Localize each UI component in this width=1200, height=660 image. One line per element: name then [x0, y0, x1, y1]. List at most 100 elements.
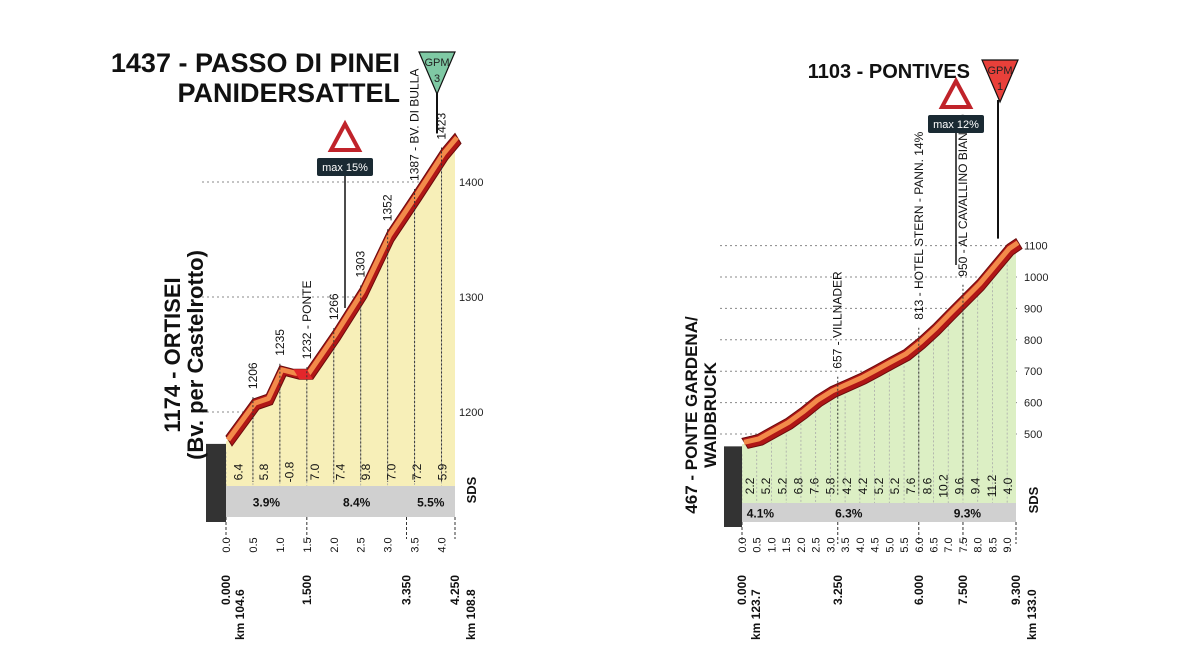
gradient-value: 6.8	[791, 477, 805, 494]
x-tick-label: 7.5	[958, 537, 970, 552]
gradient-value: 5.8	[257, 463, 271, 480]
gradient-value: 5.2	[775, 477, 789, 494]
x-tick-label: 3.0	[383, 537, 395, 552]
x-tick-label: 1.5	[302, 537, 314, 552]
y-tick-label: 1100	[1024, 241, 1048, 253]
sds-label: SDS	[1026, 486, 1041, 513]
gpm-label: GPM	[424, 57, 449, 69]
gradient-value: 7.0	[384, 463, 398, 480]
km-end-label: km 108.8	[464, 589, 478, 640]
split-marker-label: 0.000	[735, 575, 749, 605]
y-tick-label: 1400	[459, 177, 483, 189]
x-tick-label: 3.5	[410, 537, 422, 552]
x-tick-label: 4.0	[855, 537, 867, 552]
km-end-label: km 133.0	[1025, 589, 1039, 640]
x-tick-label: 9.0	[1002, 537, 1014, 552]
profile-side-wall	[724, 446, 742, 527]
point-label: 1387 - BV. DI BULLA	[408, 69, 422, 181]
segment-average: 5.5%	[417, 496, 445, 510]
gpm-category: 1	[997, 81, 1003, 93]
max-gradient-warning-icon	[938, 76, 974, 109]
gradient-value: 4.2	[840, 477, 854, 494]
gpm-badge-icon	[981, 59, 1019, 104]
x-tick-label: 0.5	[248, 537, 260, 552]
gradient-value: 5.2	[759, 477, 773, 494]
x-tick-label: 8.5	[987, 537, 999, 552]
start-sublabel: (Bv. per Castelrotto)	[183, 250, 208, 460]
gpm-label: GPM	[987, 65, 1012, 77]
climb-title: 1437 - PASSO DI PINEI	[111, 48, 400, 78]
gradient-value: 11.2	[985, 474, 999, 497]
gradient-base-strip	[226, 486, 455, 517]
gradient-value: 5.2	[872, 477, 886, 494]
split-marker-label: 6.000	[912, 575, 926, 605]
x-tick-label: 3.5	[840, 537, 852, 552]
x-tick-label: 2.0	[796, 537, 808, 552]
y-tick-label: 700	[1024, 366, 1042, 378]
point-label: 1266	[327, 293, 341, 320]
segment-average: 3.9%	[253, 496, 281, 510]
x-tick-label: 0.0	[221, 537, 233, 552]
gradient-value: 9.6	[953, 477, 967, 494]
km-start-label: km 123.7	[749, 589, 763, 640]
point-label: 813 - HOTEL STERN - PANN. 14%	[912, 131, 926, 319]
y-tick-label: 1200	[459, 407, 483, 419]
point-label: 657 - VILLNADER	[831, 271, 845, 369]
start-label: 1174 - ORTISEI	[160, 277, 185, 432]
sds-label: SDS	[464, 476, 479, 503]
gradient-value: 7.6	[808, 477, 822, 494]
gradient-value: 10.2	[936, 474, 950, 498]
split-marker-label: 7.500	[956, 575, 970, 605]
segment-average: 6.3%	[835, 507, 863, 521]
profile-chart-passo-di-pinei: 1200 1300 1400 6.4 5.8 -0.8 7.0 7.4 9.8 7.0 7.2 5.9…	[111, 48, 484, 640]
x-tick-label: 2.5	[811, 537, 823, 552]
gradient-value: 4.0	[1001, 477, 1015, 494]
y-tick-label: 500	[1024, 429, 1042, 441]
split-marker-label: 9.300	[1009, 575, 1023, 605]
split-marker-label: 0.000	[219, 575, 233, 605]
split-marker-label: 1.500	[300, 575, 314, 605]
split-marker-label: 4.250	[448, 575, 462, 605]
x-tick-label: 5.5	[899, 537, 911, 552]
gpm-badge-icon	[418, 51, 456, 96]
gradient-value: 5.9	[435, 463, 449, 480]
y-tick-label: 600	[1024, 398, 1042, 410]
point-label: 1303	[354, 251, 368, 278]
x-tick-label: 2.5	[356, 537, 368, 552]
gradient-value: 5.8	[824, 477, 838, 494]
climb-subtitle: PANIDERSATTEL	[178, 78, 401, 108]
max-gradient-label: max 12%	[933, 119, 979, 131]
segment-average: 8.4%	[343, 496, 371, 510]
gradient-value: 8.6	[920, 477, 934, 494]
km-start-label: km 104.6	[233, 589, 247, 640]
max-gradient-label: max 15%	[322, 162, 368, 174]
point-label: 1232 - PONTE	[300, 280, 314, 359]
gradient-base-strip	[742, 503, 1016, 522]
x-tick-label: 4.5	[870, 537, 882, 552]
x-tick-label: 1.5	[781, 537, 793, 552]
gradient-value: 5.2	[888, 477, 902, 494]
max-gradient-warning-icon	[327, 119, 363, 152]
point-label: 1423	[435, 113, 449, 140]
x-tick-label: 8.0	[973, 537, 985, 552]
gradient-value: 2.2	[743, 477, 757, 494]
road-band-outer	[225, 132, 462, 447]
y-tick-label: 1300	[459, 292, 483, 304]
climb-title: 1103 - PONTIVES	[808, 61, 970, 83]
profile-side-wall	[206, 443, 226, 522]
segment-average: 4.1%	[747, 507, 775, 521]
gradient-value: -0.8	[283, 461, 297, 482]
road-band-top	[743, 240, 1020, 445]
x-tick-label: 4.0	[437, 537, 449, 552]
gradient-value: 7.6	[904, 477, 918, 494]
road-band-outer	[741, 237, 1023, 449]
point-label: 950 - AL CAVALLINO BIANCO	[956, 114, 970, 277]
x-tick-label: 3.0	[825, 537, 837, 552]
start-label: 467 - PONTE GARDENA/	[682, 316, 701, 514]
point-label: 1352	[381, 194, 395, 221]
max-gradient-box	[317, 158, 373, 176]
y-tick-label: 1000	[1024, 272, 1048, 284]
gradient-value: 6.4	[232, 463, 246, 480]
gpm-category: 3	[434, 73, 440, 85]
